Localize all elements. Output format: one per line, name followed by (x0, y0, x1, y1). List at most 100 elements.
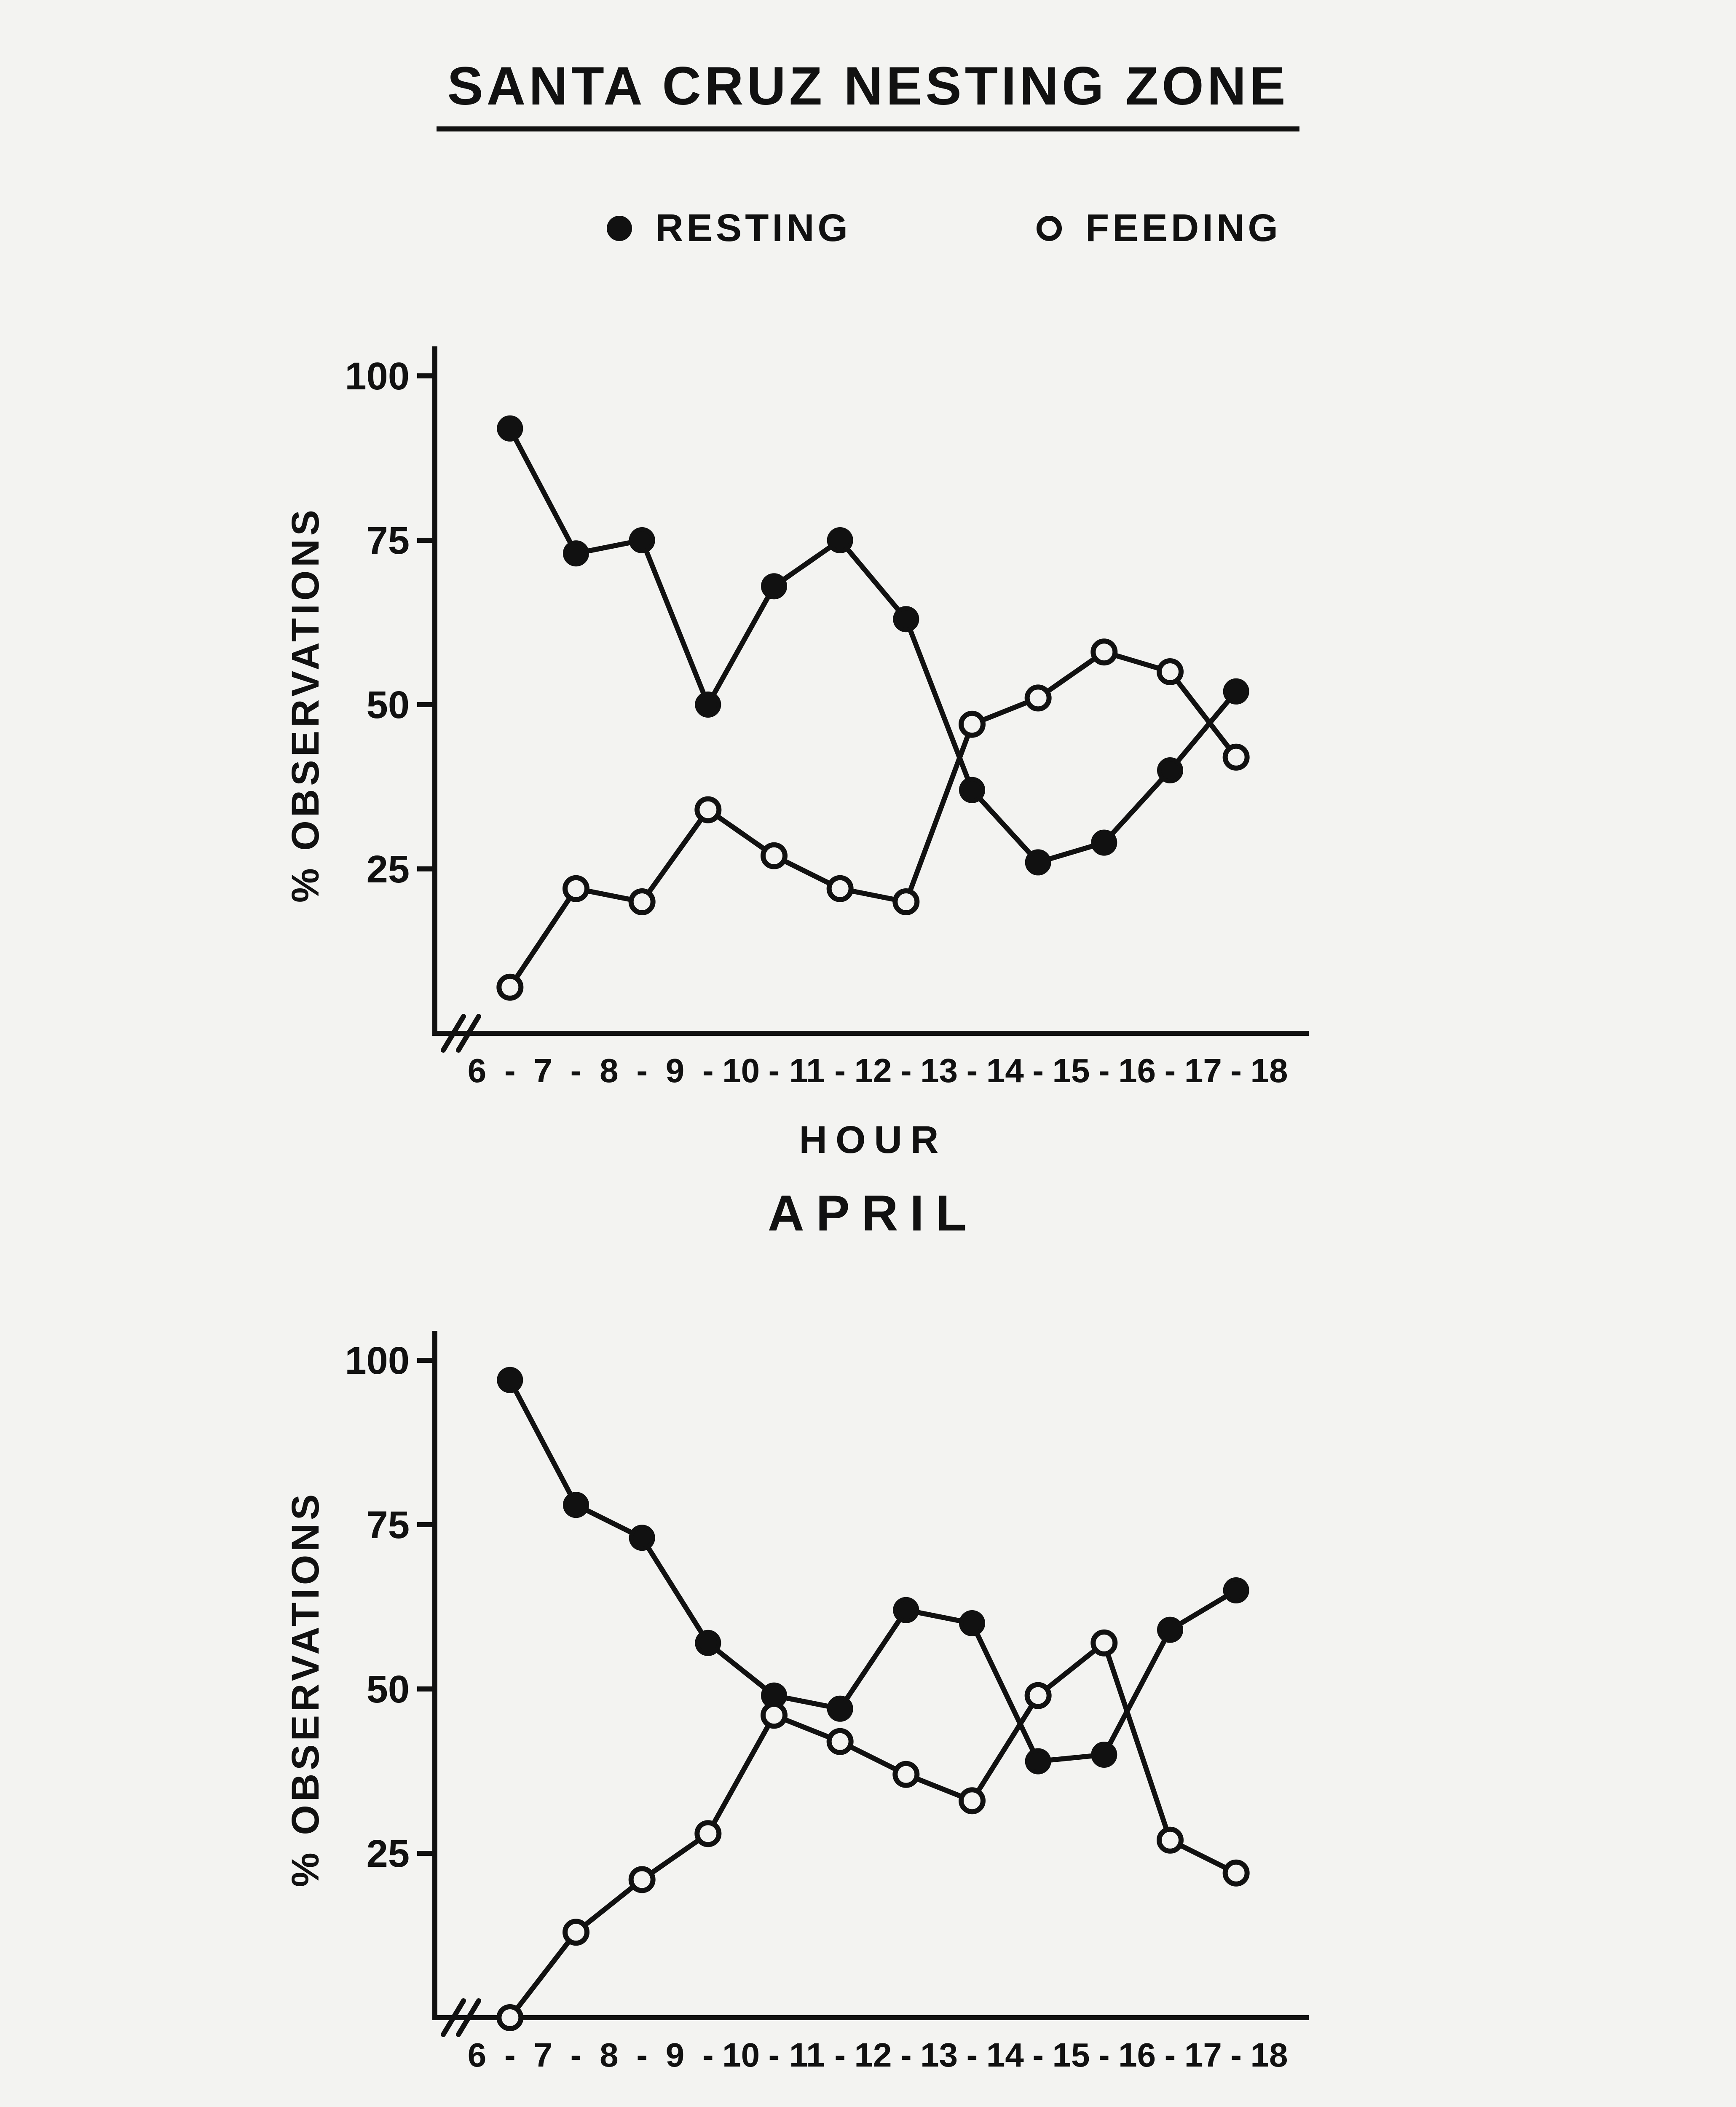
x-tick-separator: - (1230, 2036, 1242, 2074)
y-tick-label: 75 (367, 519, 410, 562)
feeding-point (694, 796, 722, 823)
x-tick-separator: - (702, 2036, 714, 2074)
x-tick-label: 9 (666, 1052, 685, 1089)
feeding-marker-icon (1037, 216, 1062, 241)
x-tick-separator: - (1098, 2036, 1110, 2074)
legend-label-resting: RESTING (655, 206, 851, 249)
x-tick-label: 12 (855, 1052, 892, 1089)
chart-april-section: 25 50 75 100 6-7-8-9-10-11-12-13-14-15-16-17… (0, 325, 1736, 1246)
resting-point (1091, 1742, 1117, 1768)
feeding-point (1222, 1859, 1250, 1887)
resting-point (893, 606, 919, 633)
feeding-point (1157, 658, 1184, 685)
x-tick-separator: - (1098, 1052, 1110, 1089)
april-chart-canvas: 2550751006-7-8-9-10-11-12-13-14-15-16-17… (284, 346, 1309, 1089)
feeding-point (694, 1820, 722, 1847)
x-tick-label: 13 (920, 2036, 958, 2074)
x-tick-separator: - (1165, 1052, 1176, 1089)
axis-break-mark (456, 1014, 481, 1053)
axis-break-mark (441, 1998, 466, 2037)
y-axis-title: % OBSERVATIONS (284, 507, 327, 903)
resting-point (1223, 678, 1249, 705)
y-tick-label: 100 (345, 1339, 410, 1382)
x-tick-label: 16 (1118, 1052, 1156, 1089)
x-tick-label: 16 (1118, 2036, 1156, 2074)
feeding-point (826, 875, 854, 902)
x-tick-label: 17 (1184, 2036, 1222, 2074)
y-tick-label: 100 (345, 355, 410, 398)
x-tick-label: 6 (468, 1052, 487, 1089)
resting-point (1025, 849, 1051, 876)
legend-label-feeding: FEEDING (1085, 206, 1281, 249)
feeding-point (1024, 684, 1052, 712)
figure-page: SANTA CRUZ NESTING ZONE RESTING FEEDING … (0, 56, 1736, 2107)
x-tick-label: 7 (533, 2036, 552, 2074)
resting-line (508, 427, 1238, 865)
x-tick-label: 12 (855, 2036, 892, 2074)
legend-item-resting: RESTING (606, 206, 851, 251)
resting-marker-icon (606, 216, 632, 241)
april-x-axis-title: HOUR (799, 1118, 947, 1161)
feeding-point (628, 1866, 656, 1893)
resting-point (695, 1630, 721, 1656)
y-tick-label: 75 (367, 1504, 410, 1547)
feeding-point (628, 888, 656, 915)
x-tick-separator: - (702, 1052, 714, 1089)
x-tick-label: 17 (1184, 1052, 1222, 1089)
x-tick-label: 11 (789, 2036, 825, 2074)
legend: RESTING FEEDING (76, 206, 1736, 251)
x-tick-label: 10 (722, 2036, 760, 2074)
x-tick-label: 7 (533, 1052, 552, 1089)
x-tick-separator: - (1032, 2036, 1044, 2074)
feeding-point (959, 1787, 986, 1815)
resting-point (629, 527, 655, 553)
x-tick-separator: - (769, 2036, 780, 2074)
x-tick-separator: - (1230, 1052, 1242, 1089)
resting-point (1025, 1748, 1051, 1775)
x-tick-label: 13 (920, 1052, 958, 1089)
resting-point (629, 1525, 655, 1551)
x-tick-label: 11 (789, 1052, 825, 1089)
axis-break-mark (441, 1014, 466, 1053)
july-x-axis-title: HOUR (351, 2099, 1396, 2107)
feeding-point (1090, 638, 1118, 666)
x-tick-separator: - (900, 2036, 912, 2074)
resting-point (1157, 1616, 1183, 1643)
resting-point (827, 527, 853, 553)
y-tick-label: 50 (367, 1668, 410, 1711)
x-tick-label: 6 (468, 2036, 487, 2074)
x-tick-separator: - (504, 1052, 516, 1089)
resting-point (827, 1695, 853, 1722)
april-month-label: APRIL (768, 1187, 978, 1242)
y-tick-label: 50 (367, 684, 410, 726)
x-tick-label: 8 (600, 1052, 619, 1089)
axis-break-mark (456, 1998, 481, 2037)
x-tick-separator: - (504, 2036, 516, 2074)
x-tick-label: 14 (986, 2036, 1024, 2074)
resting-point (695, 692, 721, 718)
resting-point (497, 415, 523, 442)
x-tick-label: 18 (1251, 2036, 1288, 2074)
feeding-point (1090, 1629, 1118, 1657)
feeding-point (563, 1919, 589, 1946)
x-tick-label: 15 (1053, 2036, 1090, 2074)
x-tick-label: 15 (1053, 1052, 1090, 1089)
title-area: SANTA CRUZ NESTING ZONE (0, 56, 1736, 131)
x-tick-separator: - (834, 1052, 846, 1089)
x-tick-separator: - (967, 1052, 978, 1089)
resting-point (893, 1597, 919, 1623)
feeding-point (563, 875, 589, 902)
x-tick-separator: - (769, 1052, 780, 1089)
resting-point (563, 540, 589, 567)
legend-item-feeding: FEEDING (1037, 206, 1281, 251)
feeding-point (1157, 1826, 1184, 1854)
x-tick-separator: - (636, 1052, 648, 1089)
feeding-point (959, 710, 986, 738)
x-tick-label: 18 (1251, 1052, 1288, 1089)
resting-point (959, 1610, 985, 1636)
x-tick-separator: - (834, 2036, 846, 2074)
july-chart-canvas: 2550751006-7-8-9-10-11-12-13-14-15-16-17… (284, 1331, 1309, 2074)
resting-point (959, 777, 985, 803)
y-tick-label: 25 (367, 1832, 410, 1875)
feeding-point (1024, 1682, 1052, 1709)
